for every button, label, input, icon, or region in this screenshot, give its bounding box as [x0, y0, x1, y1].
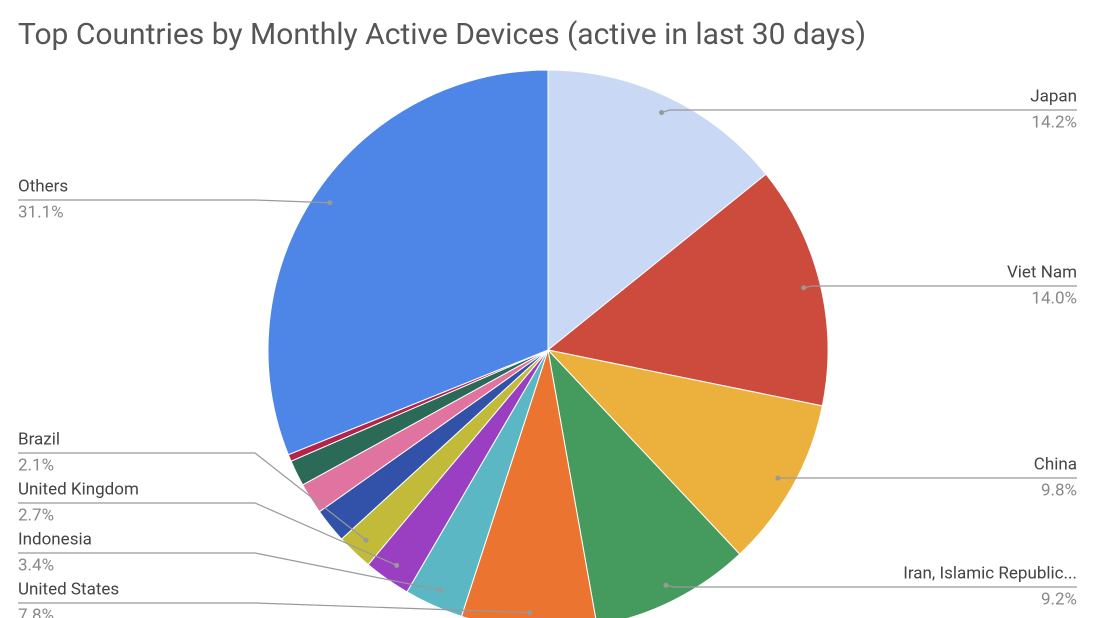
slice-label: Indonesia	[18, 529, 92, 549]
leader-line	[18, 602, 530, 614]
pie-slice	[546, 173, 829, 407]
slice-label: China	[1034, 454, 1077, 474]
slice-value-label: 9.2%	[1041, 589, 1077, 609]
leader-dot	[527, 610, 533, 616]
slice-label: Brazil	[18, 429, 60, 449]
slice-value-label: 9.8%	[1041, 480, 1077, 500]
leader-dot	[659, 110, 665, 116]
pie-slice	[267, 69, 549, 456]
leader-line	[18, 552, 441, 591]
slice-value-label: 14.0%	[1031, 288, 1077, 308]
slice-value-label: 31.1%	[18, 202, 64, 222]
slice-label: Japan	[1030, 86, 1077, 106]
pie-slice	[547, 348, 741, 618]
pie-slice	[546, 349, 823, 555]
leader-line	[18, 199, 330, 204]
leader-dot	[363, 537, 369, 543]
pie-slice	[547, 69, 767, 352]
leader-line	[803, 285, 1077, 289]
slice-value-label: 3.4%	[18, 555, 54, 575]
chart-title: Top Countries by Monthly Active Devices …	[18, 17, 866, 52]
slice-value-label: 7.8%	[18, 605, 54, 618]
leader-dot	[775, 475, 781, 481]
leader-dot	[663, 582, 669, 588]
leader-line	[661, 109, 1077, 114]
leader-dot	[394, 562, 400, 568]
leader-dot	[437, 587, 443, 593]
slice-label: Viet Nam	[1007, 262, 1077, 282]
leader-dot	[327, 200, 333, 206]
leader-line	[18, 452, 367, 541]
slice-value-label: 2.1%	[18, 455, 54, 475]
slice-label: Iran, Islamic Republic...	[903, 563, 1077, 583]
leader-line	[18, 502, 397, 566]
slice-label: United Kingdom	[18, 479, 139, 499]
slice-value-label: 2.7%	[18, 505, 54, 525]
slice-label: Others	[18, 176, 68, 196]
slice-value-label: 14.2%	[1031, 112, 1077, 132]
slice-label: United States	[18, 579, 119, 599]
leader-dot	[801, 285, 807, 291]
leader-line	[665, 584, 1077, 588]
